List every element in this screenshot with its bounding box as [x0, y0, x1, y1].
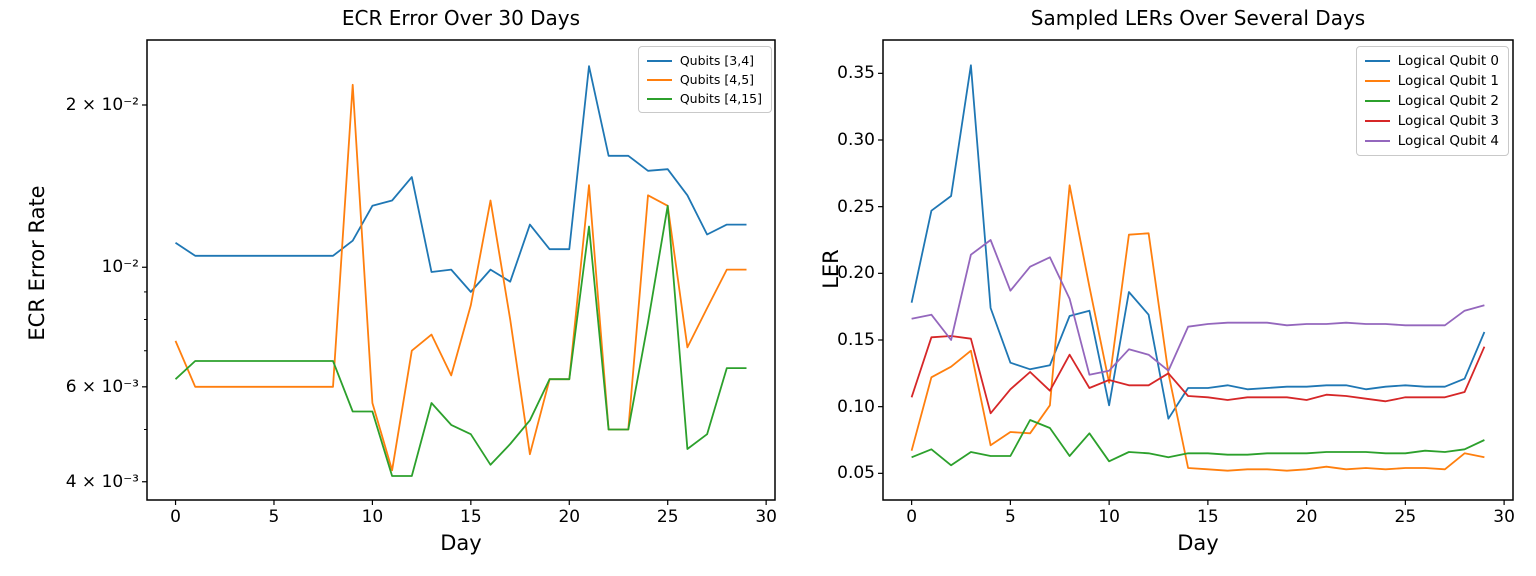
ecr-y-axis-label: ECR Error Rate	[25, 185, 49, 341]
legend-label: Qubits [4,5]	[679, 72, 755, 87]
legend-label: Logical Qubit 0	[1397, 53, 1499, 69]
y-axis-tick-label: 0.20	[837, 263, 875, 284]
x-axis-tick-label: 25	[656, 507, 679, 527]
legend-item-logical-qubit-1: Logical Qubit 1	[1364, 71, 1499, 91]
legend-item-qubits-3-4: Qubits [3,4]	[646, 51, 762, 70]
ler-x-axis-label: Day	[1177, 531, 1219, 555]
x-axis-tick-label: 10	[1098, 507, 1120, 527]
legend-ecr: Qubits [3,4] Qubits [4,5] Qubits [4,15]	[637, 46, 772, 113]
legend-item-logical-qubit-2: Logical Qubit 2	[1364, 91, 1499, 111]
plot-border	[882, 39, 1514, 501]
series-line-logical-qubit-2	[911, 419, 1485, 467]
y-axis-tick-label: 2 × 10⁻²	[65, 94, 139, 115]
x-axis-tick-label: 15	[460, 507, 482, 527]
x-axis-tick-label: 20	[558, 507, 581, 527]
x-axis-tick-label: 25	[1394, 507, 1417, 527]
y-axis-tick-label: 0.30	[837, 130, 875, 150]
legend-line-icon	[1364, 140, 1390, 142]
legend-line-icon	[646, 59, 672, 62]
x-axis-tick-label: 10	[361, 507, 384, 527]
legend-line-icon	[1364, 80, 1390, 82]
y-axis-tick-label: 10⁻²	[101, 257, 139, 278]
y-axis-tick-label: 0.05	[837, 463, 875, 484]
y-axis-tick-label: 6 × 10⁻³	[65, 376, 139, 397]
series-line-logical-qubit-1	[910, 184, 1485, 472]
legend-label: Qubits [3,4]	[679, 53, 755, 68]
legend-item-qubits-4-5: Qubits [4,5]	[646, 70, 762, 89]
y-axis-tick-label: 0.35	[837, 63, 875, 84]
x-axis-tick-label: 30	[1493, 507, 1515, 527]
x-axis-tick-label: 5	[268, 507, 280, 527]
legend-item-logical-qubit-4: Logical Qubit 4	[1364, 131, 1499, 151]
legend-line-icon	[1364, 100, 1390, 102]
series-line-qubits-3-4	[175, 65, 747, 293]
series-line-qubits-4-5	[174, 83, 747, 472]
legend-label: Logical Qubit 2	[1397, 93, 1499, 109]
ler-chart-title: Sampled LERs Over Several Days	[1030, 6, 1366, 30]
x-axis-tick-label: 5	[1004, 507, 1016, 527]
x-axis-tick-label: 20	[1295, 507, 1318, 527]
plot-border	[146, 39, 776, 501]
legend-line-icon	[1364, 60, 1390, 62]
legend-label: Logical Qubit 4	[1397, 133, 1499, 149]
x-axis-tick-label: 30	[755, 507, 777, 527]
x-axis-tick-label: 15	[1197, 507, 1219, 527]
legend-item-logical-qubit-3: Logical Qubit 3	[1364, 111, 1499, 131]
y-axis-tick-label: 4 × 10⁻³	[65, 471, 139, 492]
x-axis-tick-label: 0	[906, 507, 918, 527]
legend-label: Logical Qubit 1	[1397, 73, 1499, 89]
y-axis-tick-label: 0.10	[837, 396, 875, 417]
y-axis-tick-label: 0.15	[837, 330, 875, 350]
legend-ler: Logical Qubit 0 Logical Qubit 1 Logical Qu…	[1355, 46, 1509, 156]
x-axis-tick-label: 0	[170, 507, 181, 527]
legend-item-qubits-4-15: Qubits [4,15]	[646, 89, 762, 108]
legend-line-icon	[646, 97, 672, 100]
legend-label: Qubits [4,15]	[679, 91, 762, 106]
legend-item-logical-qubit-0: Logical Qubit 0	[1364, 51, 1499, 71]
y-axis-tick-label: 0.25	[837, 196, 875, 217]
series-line-logical-qubit-4	[911, 239, 1485, 376]
legend-line-icon	[646, 78, 672, 81]
ecr-chart-title: ECR Error Over 30 Days	[341, 6, 581, 30]
ecr-x-axis-label: Day	[440, 531, 482, 555]
legend-line-icon	[1364, 120, 1390, 122]
series-line-logical-qubit-3	[910, 335, 1486, 415]
legend-label: Logical Qubit 3	[1397, 113, 1499, 129]
series-line-qubits-4-15	[174, 204, 747, 477]
series-line-logical-qubit-0	[910, 64, 1486, 420]
